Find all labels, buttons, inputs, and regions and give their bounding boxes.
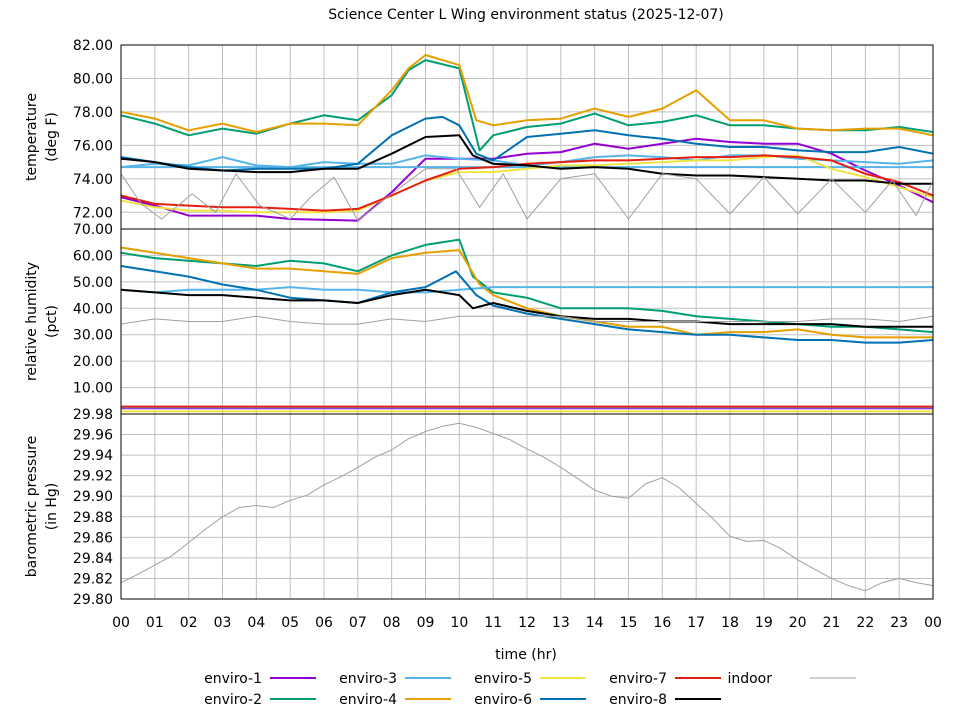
x-tick-label: 03 <box>214 615 232 631</box>
y-tick-label: 29.96 <box>73 428 113 444</box>
y-tick-label: 70.00 <box>73 222 113 238</box>
y-tick-label: 29.98 <box>73 407 113 423</box>
legend-label: enviro-1 <box>204 671 262 687</box>
legend-label: enviro-5 <box>474 671 532 687</box>
x-tick-label: 12 <box>518 615 536 631</box>
panel-temperature: 72.00 74.00 76.00 78.00 80.00 82.00 temperatur… <box>24 38 934 230</box>
x-tick-label: 17 <box>687 615 705 631</box>
y-tick-label: 80.00 <box>73 71 113 87</box>
x-tick-label: 11 <box>484 615 502 631</box>
x-tick-label: 23 <box>890 615 908 631</box>
series-line-enviro-8b <box>121 134 933 185</box>
x-tick-label: 13 <box>552 615 570 631</box>
y-tick-label: 76.00 <box>73 138 113 154</box>
y-tick-label: 50.00 <box>73 275 113 291</box>
y-axis-label: (in Hg) <box>44 483 60 531</box>
y-tick-label: 82.00 <box>73 38 113 54</box>
chart-panels: 72.00 74.00 76.00 78.00 80.00 82.00 temperatur… <box>24 38 934 608</box>
x-axis-label: time (hr) <box>495 647 557 663</box>
series-line-enviro-4 <box>121 246 933 339</box>
x-tick-label: 02 <box>180 615 198 631</box>
panel-pressure: 29.80 29.82 29.84 29.86 29.88 29.90 29.92 29.94… <box>24 407 934 608</box>
legend-label: enviro-7 <box>609 671 667 687</box>
legend-label: indoor <box>727 671 772 687</box>
y-axis-label: temperature <box>24 93 40 181</box>
y-tick-label: 40.00 <box>73 301 113 317</box>
legend-label: enviro-6 <box>474 692 532 708</box>
panel-humidity: 10.00 20.00 30.00 40.00 50.00 60.00 70.00 relat… <box>24 222 934 415</box>
y-tick-label: 29.80 <box>73 592 113 608</box>
x-tick-label: 16 <box>653 615 671 631</box>
x-tick-label: 07 <box>349 615 367 631</box>
x-tick-label: 00 <box>924 615 942 631</box>
x-tick-label: 15 <box>620 615 638 631</box>
y-tick-label: 29.84 <box>73 551 113 567</box>
y-tick-label: 29.88 <box>73 510 113 526</box>
series-line-enviro-2 <box>121 59 933 152</box>
x-tick-label: 00 <box>112 615 130 631</box>
legend-label: enviro-8 <box>609 692 667 708</box>
x-tick-label: 10 <box>450 615 468 631</box>
series-line-enviro-8b <box>121 288 933 328</box>
x-tick-label: 04 <box>247 615 265 631</box>
legend-label: enviro-2 <box>204 692 262 708</box>
series-line-enviro-4 <box>121 54 933 137</box>
y-axis-label: (deg F) <box>44 112 60 162</box>
series-line-enviro-8 <box>121 154 933 212</box>
x-tick-label: 06 <box>315 615 333 631</box>
y-tick-label: 78.00 <box>73 105 113 121</box>
y-tick-label: 20.00 <box>73 354 113 370</box>
x-tick-label: 19 <box>755 615 773 631</box>
x-tick-label: 09 <box>417 615 435 631</box>
x-tick-label: 18 <box>721 615 739 631</box>
series-group <box>121 238 933 413</box>
x-tick-label: 01 <box>146 615 164 631</box>
x-tick-label: 21 <box>823 615 841 631</box>
series-line-enviro-6 <box>121 115 933 172</box>
series-line-indoor <box>121 315 933 325</box>
y-tick-label: 29.90 <box>73 489 113 505</box>
y-tick-label: 72.00 <box>73 205 113 221</box>
chart-title: Science Center L Wing environment status… <box>328 7 724 23</box>
x-tick-label: 20 <box>789 615 807 631</box>
legend-label: enviro-3 <box>339 671 397 687</box>
series-line-enviro-7 <box>121 154 933 214</box>
y-tick-label: 74.00 <box>73 172 113 188</box>
y-tick-label: 29.82 <box>73 571 113 587</box>
x-axis-ticks: 00 01 02 03 04 05 06 07 08 09 10 11 12 13 14 15 16 17 18 19… <box>112 615 942 631</box>
series-line-indoor <box>121 168 933 222</box>
series-line-indoor <box>121 422 933 592</box>
series-group <box>121 422 933 592</box>
series-group <box>121 54 933 222</box>
x-tick-label: 08 <box>383 615 401 631</box>
series-line-enviro-1 <box>121 137 933 222</box>
x-tick-label: 05 <box>281 615 299 631</box>
series-line-enviro-6 <box>121 265 933 344</box>
y-axis-label: relative humidity <box>24 262 40 381</box>
y-tick-label: 29.86 <box>73 530 113 546</box>
x-tick-label: 22 <box>856 615 874 631</box>
y-tick-label: 29.94 <box>73 448 113 464</box>
y-axis-label: barometric pressure <box>24 436 40 577</box>
y-axis-label: (pct) <box>44 305 60 338</box>
legend-label: enviro-4 <box>339 692 397 708</box>
y-tick-label: 10.00 <box>73 381 113 397</box>
panel-frame <box>120 413 934 600</box>
y-tick-label: 60.00 <box>73 248 113 264</box>
x-tick-label: 14 <box>586 615 604 631</box>
y-tick-label: 29.92 <box>73 469 113 485</box>
legend: enviro-1 enviro-3 enviro-5 enviro-7 indoor en… <box>204 671 856 708</box>
y-tick-label: 30.00 <box>73 328 113 344</box>
